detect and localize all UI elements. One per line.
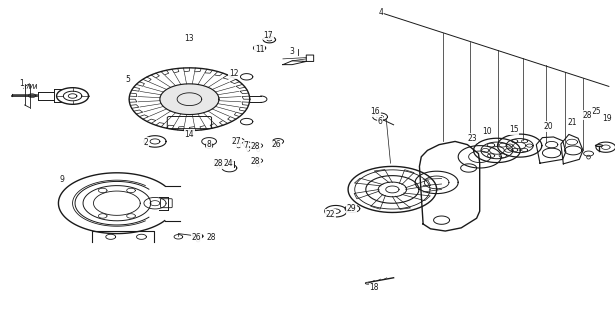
Text: 10: 10	[482, 127, 492, 136]
Polygon shape	[160, 84, 219, 115]
Text: 15: 15	[509, 125, 518, 134]
Text: 7: 7	[244, 141, 248, 150]
Text: 27: 27	[232, 137, 242, 146]
Text: 8: 8	[207, 140, 212, 149]
Text: 17: 17	[263, 31, 273, 40]
Text: 9: 9	[59, 175, 64, 184]
Text: 16: 16	[370, 108, 380, 116]
Text: 23: 23	[467, 134, 477, 143]
Text: 25: 25	[592, 107, 601, 116]
Text: 24: 24	[224, 159, 234, 168]
Text: 26: 26	[272, 140, 282, 149]
Text: 19: 19	[602, 114, 612, 123]
Text: 14: 14	[184, 130, 194, 139]
Text: 6: 6	[378, 117, 383, 126]
Text: 28: 28	[250, 157, 260, 166]
Text: 11: 11	[255, 45, 264, 54]
Text: 28: 28	[207, 233, 216, 242]
Text: 20: 20	[544, 122, 554, 131]
Text: 1: 1	[19, 79, 24, 88]
Text: 28: 28	[213, 159, 223, 168]
Text: 28: 28	[582, 111, 592, 120]
Text: 5: 5	[125, 76, 130, 84]
Text: 13: 13	[184, 34, 194, 43]
Text: 22: 22	[325, 210, 335, 219]
Text: 29: 29	[347, 204, 357, 213]
Text: 28: 28	[250, 142, 260, 151]
Text: 2: 2	[143, 138, 148, 147]
Text: 26: 26	[192, 233, 202, 242]
Text: 21: 21	[567, 118, 577, 127]
Text: 12: 12	[229, 69, 239, 78]
Ellipse shape	[365, 282, 370, 284]
Ellipse shape	[595, 145, 603, 147]
Text: 4: 4	[379, 8, 384, 17]
Text: 18: 18	[369, 284, 379, 292]
Text: 3: 3	[290, 47, 295, 56]
